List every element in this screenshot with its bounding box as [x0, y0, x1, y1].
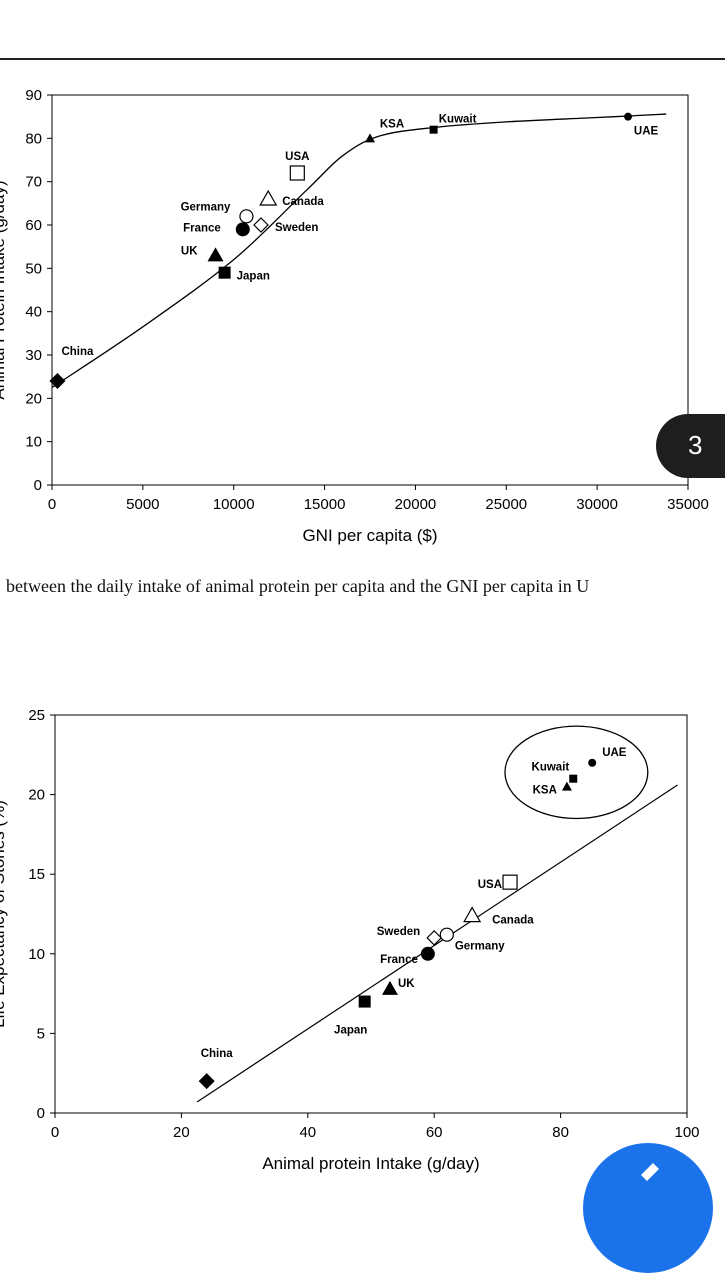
point-label-usa: USA: [478, 879, 502, 891]
point-label-uae: UAE: [634, 126, 659, 138]
marker-canada: [463, 906, 482, 923]
point-label-china: China: [61, 346, 94, 358]
top-rule: [0, 58, 725, 60]
point-label-canada: Canada: [282, 196, 324, 208]
marker-japan: [218, 266, 231, 279]
edit-icon: [641, 1163, 659, 1181]
point-label-france: France: [183, 222, 221, 234]
x-tick-label: 20000: [395, 496, 437, 513]
y-tick-label: 50: [25, 260, 42, 277]
x-tick-label: 15000: [304, 496, 346, 513]
y-tick-label: 70: [25, 174, 42, 191]
point-label-germany: Germany: [181, 201, 231, 213]
point-label-japan: Japan: [237, 271, 270, 283]
y-tick-label: 0: [34, 477, 42, 494]
marker-china: [49, 373, 66, 389]
y-tick-label: 40: [25, 304, 42, 321]
x-axis-label: Animal protein Intake (g/day): [262, 1154, 479, 1173]
y-tick-label: 5: [37, 1025, 45, 1042]
y-axis-label: Animal Protein Intake (g/day): [0, 180, 8, 399]
marker-uk: [207, 247, 224, 262]
x-tick-label: 100: [674, 1124, 699, 1141]
marker-uk: [381, 980, 398, 995]
y-axis-label: Life Expectancy of Stones (%): [0, 800, 8, 1028]
plot-frame: [51, 94, 689, 486]
marker-uae: [624, 112, 633, 121]
marker-canada: [259, 189, 278, 206]
marker-france: [235, 222, 250, 237]
point-label-sweden: Sweden: [377, 926, 420, 938]
marker-ksa: [561, 781, 572, 791]
x-tick-label: 30000: [576, 496, 618, 513]
x-tick-label: 20: [173, 1124, 190, 1141]
trend-line: [196, 784, 678, 1103]
x-tick-label: 10000: [213, 496, 255, 513]
marker-uae: [588, 758, 597, 767]
x-axis-label: GNI per capita ($): [302, 526, 437, 545]
point-label-uk: UK: [398, 978, 415, 990]
x-tick-label: 60: [426, 1124, 443, 1141]
x-tick-label: 25000: [485, 496, 527, 513]
page-number-badge: 3: [656, 414, 725, 478]
point-label-sweden: Sweden: [275, 222, 318, 234]
x-tick-label: 5000: [126, 496, 159, 513]
point-label-ksa: KSA: [380, 118, 404, 130]
point-label-ksa: KSA: [533, 785, 557, 797]
y-tick-label: 10: [28, 946, 45, 963]
point-label-france: France: [380, 954, 418, 966]
point-label-japan: Japan: [334, 1025, 367, 1037]
trend-curve: [51, 113, 667, 389]
y-tick-label: 10: [25, 434, 42, 451]
point-label-uae: UAE: [602, 747, 627, 759]
y-tick-label: 20: [25, 390, 42, 407]
chart-protein-vs-stones: 0 20 40 60 80 100 0 5 10 15 20 25 Animal protein Int…: [0, 707, 700, 1173]
y-tick-label: 0: [37, 1105, 45, 1122]
marker-kuwait: [569, 774, 578, 783]
y-tick-label: 80: [25, 130, 42, 147]
marker-china: [198, 1073, 215, 1090]
point-label-germany: Germany: [455, 941, 505, 953]
point-label-usa: USA: [285, 151, 309, 163]
point-label-china: China: [201, 1048, 234, 1060]
edit-fab-button[interactable]: [583, 1143, 713, 1273]
point-label-kuwait: Kuwait: [532, 762, 570, 774]
y-tick-label: 15: [28, 866, 45, 883]
gulf-states-ellipse: [504, 725, 649, 820]
point-label-kuwait: Kuwait: [439, 114, 477, 126]
marker-usa: [502, 874, 518, 890]
x-tick-label: 35000: [667, 496, 709, 513]
x-tick-label: 0: [48, 496, 56, 513]
marker-ksa: [365, 133, 375, 143]
marker-japan: [358, 995, 371, 1008]
y-tick-label: 60: [25, 217, 42, 234]
y-tick-label: 90: [25, 87, 42, 104]
y-tick-label: 25: [28, 707, 45, 724]
marker-kuwait: [429, 125, 438, 134]
point-label-uk: UK: [181, 245, 198, 257]
x-tick-label: 0: [51, 1124, 59, 1141]
marker-france: [420, 946, 435, 961]
y-tick-label: 20: [28, 787, 45, 804]
marker-germany: [239, 209, 254, 224]
chart-gni-vs-protein: 0 5000 10000 15000 20000 25000 30000 35000 0 10 20…: [0, 87, 709, 545]
x-tick-label: 80: [552, 1124, 569, 1141]
x-tick-label: 40: [299, 1124, 316, 1141]
page-number: 3: [688, 430, 703, 460]
point-label-canada: Canada: [492, 915, 534, 927]
figure-caption: between the daily intake of animal prote…: [6, 576, 590, 596]
marker-sweden: [426, 930, 443, 946]
marker-sweden: [253, 217, 269, 233]
marker-usa: [289, 165, 305, 181]
marker-germany: [439, 927, 454, 942]
plot-frame: [54, 714, 688, 1114]
y-tick-label: 30: [25, 347, 42, 364]
